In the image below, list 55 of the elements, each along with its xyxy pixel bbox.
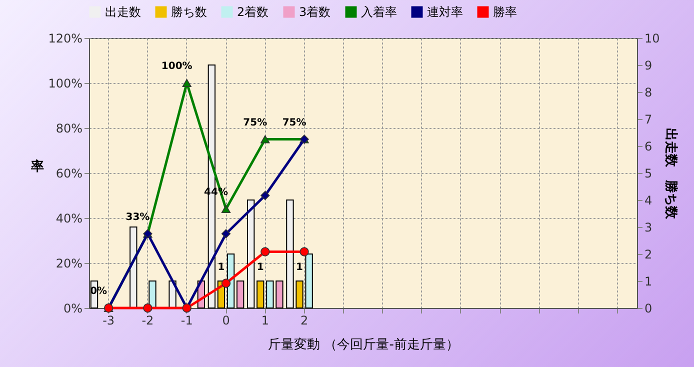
- legend-label: 勝率: [493, 5, 517, 19]
- y-tick-label: 0%: [63, 302, 82, 316]
- y-tick-label: 20%: [56, 256, 82, 270]
- point: [143, 303, 152, 313]
- y-tick-label: 80%: [56, 122, 82, 136]
- y2-tick-label: 2: [644, 248, 652, 262]
- point: [300, 247, 309, 256]
- y2-tick-label: 8: [644, 86, 652, 100]
- data-label: 75%: [282, 117, 306, 128]
- legend-label: 連対率: [427, 5, 463, 19]
- x-axis-title: 斤量変動 （今回斤量-前走斤量）: [268, 336, 459, 352]
- y-axis-title: 率: [30, 158, 44, 174]
- data-label: 1: [296, 262, 304, 273]
- x-tick-label: 0: [222, 314, 230, 328]
- point: [260, 135, 270, 144]
- y-tick-label: 40%: [56, 212, 82, 226]
- data-label: 1: [256, 262, 264, 273]
- legend-label: 3着数: [299, 5, 331, 19]
- bar: [148, 280, 156, 308]
- data-label: 75%: [243, 117, 268, 128]
- y2-tick-label: 9: [644, 58, 652, 72]
- legend-label: 入着率: [361, 5, 397, 19]
- y-tick-label: 60%: [56, 166, 82, 180]
- point: [260, 190, 270, 200]
- y-tick-label: 100%: [48, 76, 82, 90]
- legend-label: 2着数: [237, 5, 269, 19]
- x-tick-label: -3: [102, 314, 115, 328]
- y2-tick-label: 0: [644, 302, 652, 316]
- y2-tick-label: 6: [644, 140, 652, 154]
- point: [221, 204, 231, 214]
- bar: [246, 200, 255, 308]
- bar: [236, 280, 244, 308]
- data-label: 100%: [161, 61, 192, 72]
- y2-tick-label: 1: [644, 274, 652, 288]
- bar: [130, 226, 138, 308]
- x-tick-label: 1: [261, 314, 269, 328]
- y2-tick-label: 7: [644, 112, 652, 126]
- y2-tick-label: 5: [644, 166, 652, 180]
- point: [182, 78, 192, 88]
- point: [221, 278, 231, 288]
- point: [260, 247, 270, 256]
- data-label: 1: [218, 262, 225, 273]
- y2-tick-label: 4: [644, 194, 652, 208]
- point: [221, 229, 231, 238]
- y2-tick-label: 10: [644, 32, 660, 46]
- bar: [256, 280, 264, 308]
- data-label: 33%: [126, 212, 150, 223]
- legend-label: 出走数: [105, 5, 141, 19]
- x-tick-label: -2: [142, 314, 154, 328]
- y2-axis-title: 出走数 勝ち数: [662, 128, 678, 220]
- x-tick-label: 2: [300, 314, 308, 328]
- y-tick-label: 120%: [48, 32, 82, 46]
- x-tick-label: -1: [180, 314, 193, 328]
- y2-tick-label: 3: [644, 220, 652, 234]
- legend-label: 勝ち数: [171, 5, 207, 19]
